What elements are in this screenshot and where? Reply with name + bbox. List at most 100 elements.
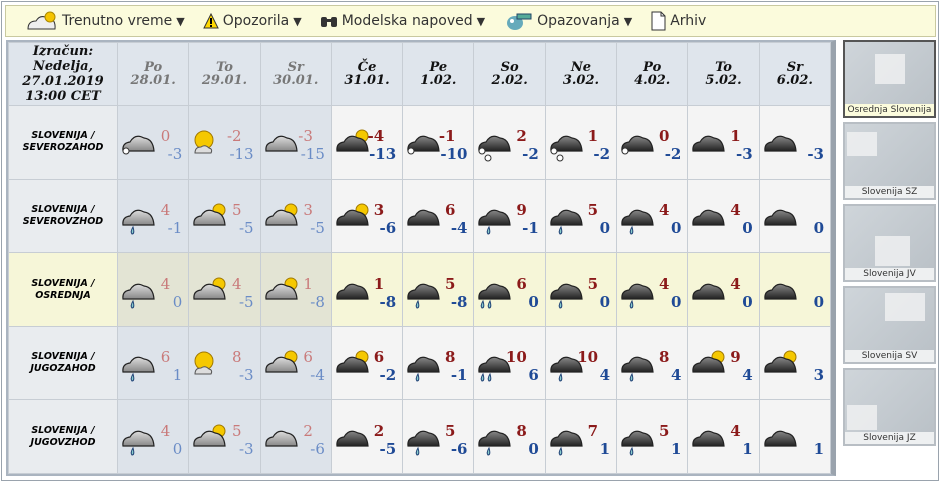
region-map-thumb[interactable]: Slovenija SV [843,286,936,364]
forecast-cell[interactable]: -4 -13 [330,105,404,180]
forecast-cell[interactable]: 0 [758,178,832,254]
region-label[interactable]: SLOVENIJA / OSREDNJA [8,252,118,327]
menu-opazovanja[interactable]: Opazovanja ▼ [503,11,632,31]
cloud-icon [763,283,797,300]
temp-max: 2 [373,421,385,440]
table-row: SLOVENIJA / OSREDNJA 4 0 4 -5 1 -8 1 -8 5 -8 6 0 5 0 4 0 4… [8,252,832,327]
forecast-cell[interactable]: 6 -4 [259,325,332,401]
menu-arhiv[interactable]: Arhiv [650,11,706,31]
forecast-cell[interactable]: 9 -1 [473,178,546,254]
forecast-cell[interactable]: 2 -6 [259,399,332,474]
temp-max: 8 [516,421,527,440]
temp-min: 1 [813,439,824,458]
forecast-cell[interactable]: 1 -3 [687,105,760,180]
day-name: Po [643,60,662,76]
temp-max: 7 [587,421,599,440]
forecast-cell[interactable]: -3 -15 [259,105,332,180]
temp-max: 8 [232,348,242,367]
region-map-thumb[interactable]: Osrednja Slovenija [843,40,936,118]
forecast-cell[interactable]: 4 -5 [188,252,261,327]
forecast-cell[interactable]: 2 -5 [330,399,404,474]
temp-min: -3 [807,145,824,164]
table-row: SLOVENIJA / JUGOZAHOD 6 1 8 -3 6 -4 6 -2 8 -1 10 6 10 4… [8,325,832,401]
forecast-cell[interactable]: 4 -1 [116,178,190,254]
day-date: 30.01. [273,73,319,89]
forecast-cell[interactable]: 1 -8 [330,252,404,327]
caret-down-icon: ▼ [623,14,633,28]
menu-modelska-napoved[interactable]: Modelska napoved ▼ [320,13,485,29]
menu-opozorila[interactable]: Opozorila ▼ [202,13,302,29]
forecast-cell[interactable]: 6 -4 [402,178,475,254]
region-map-thumb[interactable]: Slovenija JZ [843,368,936,446]
forecast-cell[interactable]: 1 -8 [259,252,332,327]
forecast-cell[interactable]: -1 -10 [402,105,475,180]
day-name: Ne [570,60,591,76]
cloud-icon [336,430,369,447]
temp-min: 1 [670,439,682,458]
region-label[interactable]: SLOVENIJA / JUGOZAHOD [8,325,118,401]
forecast-cell[interactable]: 10 6 [473,325,546,401]
forecast-cell[interactable]: 8 -1 [402,325,475,401]
day-header: Sr 30.01. [259,41,332,107]
region-label[interactable]: SLOVENIJA / SEVEROZAHOD [8,105,118,180]
cloud-rain-icon [621,283,654,309]
cloud-rain-icon [122,209,155,235]
forecast-cell[interactable]: 0 -2 [616,105,689,180]
cloud-sun-icon [193,424,226,447]
region-label[interactable]: SLOVENIJA / JUGOVZHOD [8,399,118,474]
forecast-cell[interactable]: 6 -2 [330,325,404,401]
forecast-cell[interactable]: 3 -5 [259,178,332,254]
day-date: 3.02. [562,73,600,89]
region-map-thumb[interactable]: Slovenija JV [843,204,936,282]
temp-min: 0 [528,439,539,458]
forecast-cell[interactable]: 5 -5 [188,178,261,254]
forecast-cell[interactable]: 10 4 [544,325,618,401]
cloud-rain-icon [478,430,512,456]
forecast-cell[interactable]: 5 -8 [402,252,475,327]
temp-min: -10 [440,145,468,164]
forecast-cell[interactable]: 5 -3 [188,399,261,474]
sun-cloud-icon [194,351,214,375]
forecast-cell[interactable]: 8 -3 [188,325,261,401]
cloud-icon [692,136,726,153]
region-map-thumb[interactable]: Slovenija SZ [843,122,936,200]
forecast-cell[interactable]: -2 -13 [188,105,261,180]
temp-max: 3 [373,201,385,219]
forecast-cell[interactable]: 0 -3 [116,105,190,180]
cloud-rain-icon [550,430,583,456]
temp-min: 0 [670,219,682,237]
temp-min: -3 [736,145,753,164]
forecast-cell[interactable]: 2 -2 [473,105,546,180]
temp-min: -15 [300,145,325,164]
day-date: 29.01. [201,73,248,89]
forecast-cell[interactable]: 1 [758,399,832,474]
region-label[interactable]: SLOVENIJA / SEVEROVZHOD [8,178,118,254]
forecast-cell[interactable]: 3 -6 [330,178,404,254]
day-name: Po [144,60,163,76]
forecast-cell[interactable]: 3 [758,325,832,401]
forecast-cell[interactable]: 5 -6 [402,399,475,474]
temp-max: 2 [303,421,313,440]
menu-trenutno-vreme[interactable]: Trenutno vreme ▼ [24,9,185,33]
cloud-icon [763,136,797,153]
forecast-cell[interactable]: 0 [758,252,832,327]
forecast-cell[interactable]: 1 -2 [544,105,618,180]
temp-min: -6 [310,439,325,458]
forecast-cell[interactable]: -3 [758,105,832,180]
